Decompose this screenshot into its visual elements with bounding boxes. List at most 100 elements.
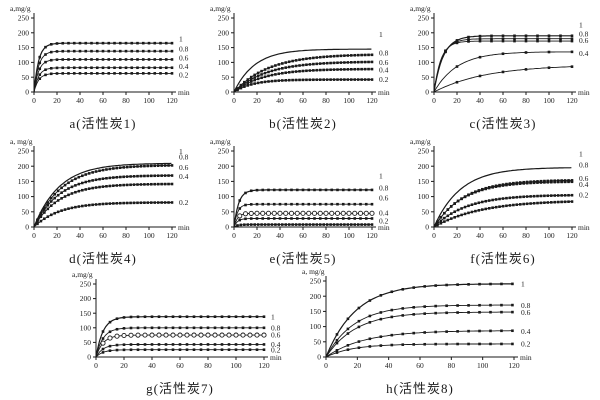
open-circle-marker [357,210,364,216]
filled-square-marker [98,169,101,173]
filled-square-marker [481,188,484,192]
filled-square-marker [94,170,98,173]
legend-label: 0.8 [579,160,589,169]
filled-square-marker [474,209,477,213]
open-circle-marker [254,210,260,216]
filled-square-marker [412,306,416,309]
filled-square-marker [370,202,374,206]
filled-square-marker [368,321,372,324]
filled-square-marker [522,195,525,199]
filled-square-marker [164,41,168,45]
open-circle-marker [288,210,295,216]
x-axis-unit: min [378,223,390,232]
filled-square-marker [160,201,163,204]
filled-square-marker [274,79,277,83]
filled-square-marker [467,40,470,43]
filled-square-marker [467,35,470,39]
filled-square-marker [164,58,168,61]
filled-square-marker [294,223,298,226]
filled-square-marker [478,34,482,38]
filled-square-marker [335,338,339,342]
legend-label: 0.2 [521,340,531,349]
filled-square-marker [501,39,505,43]
filled-square-marker [363,53,367,57]
filled-square-marker [301,57,305,61]
open-circle-marker [265,210,272,216]
y-tick-label: 150 [418,43,430,52]
x-tick-label: 0 [94,361,98,370]
filled-square-marker [367,78,370,81]
filled-square-marker [164,49,168,53]
filled-square-marker [115,327,119,331]
filled-square-marker [341,188,345,192]
filled-square-marker [336,188,339,192]
filled-square-marker [456,304,459,307]
filled-square-marker [291,65,294,68]
filled-square-marker [141,49,145,53]
x-tick-label: 20 [53,231,61,240]
filled-square-marker [101,202,105,206]
filled-square-marker [512,203,515,207]
filled-square-marker [536,201,539,205]
filled-square-marker [129,343,133,346]
filled-square-marker [139,174,143,178]
filled-square-marker [498,197,501,201]
filled-square-marker [322,62,325,65]
filled-square-marker [39,213,43,216]
filled-square-marker [185,315,189,319]
filled-square-marker [98,202,101,206]
y-tick-label: 150 [18,177,30,186]
filled-square-marker [136,49,139,53]
open-circle-marker [184,332,190,338]
filled-square-marker [143,326,147,330]
filled-square-marker [261,202,265,206]
filled-square-marker [467,283,470,286]
filled-square-marker [346,327,350,331]
filled-square-marker [124,58,128,61]
open-circle-marker [142,332,148,338]
filled-square-marker [256,71,260,75]
filled-square-marker [318,78,322,81]
x-tick-label: 100 [477,361,489,370]
filled-square-marker [484,207,488,211]
x-tick-label: 0 [324,361,328,370]
legend-label: 1 [379,30,383,39]
x-tick-label: 40 [76,231,84,240]
filled-square-marker [524,34,528,38]
filled-square-marker [118,41,122,45]
x-tick-label: 100 [143,231,155,240]
filled-square-marker [124,49,128,53]
filled-square-marker [199,315,203,319]
filled-square-marker [101,185,105,188]
filled-square-marker [325,68,329,72]
filled-square-marker [115,166,119,170]
series-line-1 [325,283,514,358]
filled-square-marker [249,189,253,193]
filled-square-marker [136,165,139,168]
filled-square-marker [167,201,170,204]
filled-square-marker [261,217,265,220]
filled-square-marker [220,326,224,330]
filled-square-marker [56,199,60,202]
legend-label: 1 [579,150,583,159]
filled-square-marker [101,41,105,45]
filled-square-marker [249,223,253,226]
series-markers-0.6 [335,310,514,345]
filled-square-marker [570,50,574,54]
filled-square-marker [563,179,567,182]
open-circle-marker [205,332,211,338]
filled-square-marker [390,315,394,319]
chart-g-canvas: 0 50 100 150 200 250 0 20 40 60 80 100 120 a,mg/g min 1… [72,270,282,396]
filled-square-marker [67,66,70,70]
filled-square-marker [164,343,168,346]
filled-square-marker [570,180,574,184]
filled-square-marker [364,188,368,192]
filled-square-marker [147,41,151,45]
chart-caption: b(活性炭2) [269,116,337,131]
x-axis-unit: min [578,88,590,97]
filled-square-marker [546,179,550,183]
y-tick-label: 200 [418,162,430,171]
filled-square-marker [505,204,508,208]
filled-square-marker [129,175,132,178]
filled-square-marker [501,197,505,200]
